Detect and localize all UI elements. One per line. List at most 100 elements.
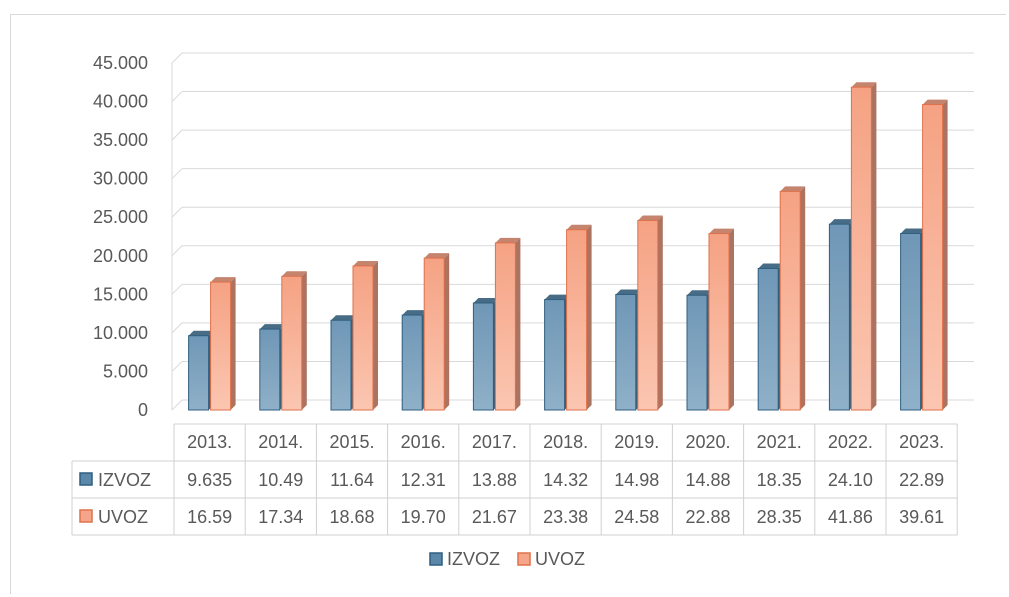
gridline-depth (171, 206, 183, 218)
bar-uvoz (494, 237, 521, 411)
table-series-label: UVOZ (98, 507, 148, 527)
data-table: 2013. 2014. 2015. 2016. 2017. 2018. 2019. 2020.… (71, 423, 958, 536)
bar-top (495, 237, 521, 243)
data-label: 28.35 (757, 507, 802, 527)
bar-front (259, 328, 281, 411)
bar-top (851, 82, 877, 88)
bar-top (780, 186, 806, 192)
x-tick-label: 2022. (828, 432, 873, 452)
y-tick-label: 45.000 (93, 53, 148, 73)
bar-side (515, 237, 521, 410)
gridline-depth (171, 361, 183, 372)
bar-front (828, 223, 850, 411)
data-label: 11.64 (330, 470, 374, 490)
bar-front (494, 242, 516, 411)
bar-top (829, 219, 855, 225)
y-tick-label: 10.000 (93, 323, 148, 343)
bar-izvoz (828, 219, 855, 411)
bar-izvoz (472, 297, 499, 411)
data-label: 9.635 (187, 470, 232, 490)
bar-front (210, 281, 232, 411)
bar-izvoz (401, 310, 428, 411)
gridline-depth (171, 52, 183, 64)
data-label: 18.68 (329, 507, 374, 527)
bar-top (900, 228, 926, 234)
legend: IZVOZ UVOZ (429, 549, 585, 569)
x-tick-label: 2019. (614, 432, 659, 452)
bar-uvoz (566, 224, 592, 411)
data-label: 24.58 (614, 507, 659, 527)
data-label: 21.67 (472, 507, 517, 527)
bar-side (444, 253, 450, 410)
bar-front (330, 319, 352, 411)
gridline-depth (171, 399, 183, 411)
bar-top (544, 294, 570, 300)
bar-top (615, 289, 641, 295)
bar-uvoz (210, 277, 236, 411)
x-tick-label: 2020. (685, 432, 730, 452)
bar-front (615, 293, 637, 411)
y-tick-label: 25.000 (93, 207, 148, 227)
bar-side (657, 215, 663, 410)
x-tick-label: 2014. (258, 432, 303, 452)
gridline-depth (171, 322, 183, 334)
gridline-depth (171, 168, 183, 180)
bar-uvoz (779, 186, 806, 411)
x-tick-label: 2021. (757, 432, 802, 452)
data-label: 18.35 (757, 470, 802, 490)
bar-front (900, 232, 922, 411)
bar-top (402, 310, 428, 316)
y-tick-label: 30.000 (93, 169, 148, 189)
bar-front (281, 275, 303, 411)
data-label: 22.89 (899, 470, 944, 490)
data-label: 14.98 (614, 470, 659, 490)
data-label: 39.61 (899, 507, 944, 527)
data-label: 23.38 (543, 507, 588, 527)
bar-uvoz (637, 215, 663, 411)
data-label: 17.34 (258, 507, 303, 527)
bar-top (424, 253, 450, 259)
gridline-depth (171, 129, 183, 141)
chart-frame (10, 14, 1006, 594)
bar-top (566, 224, 592, 230)
y-tick-label: 40.000 (93, 92, 148, 112)
table-legend-key (79, 509, 93, 523)
bar-side (230, 277, 236, 410)
bar-front (686, 294, 708, 411)
x-tick-label: 2018. (543, 432, 588, 452)
bar-izvoz (259, 324, 285, 411)
data-label: 13.88 (472, 470, 517, 490)
bar-side (301, 271, 307, 410)
data-label: 24.10 (828, 470, 873, 490)
y-tick-label: 0 (138, 400, 148, 420)
bar-front (423, 257, 445, 411)
bar-uvoz (281, 271, 307, 411)
bar-front (708, 233, 730, 411)
y-tick-label: 5.000 (103, 361, 148, 381)
bar-side (729, 228, 734, 410)
legend-label: UVOZ (535, 549, 585, 569)
bar-side (586, 224, 592, 410)
data-label: 22.88 (685, 507, 730, 527)
bar-izvoz (757, 263, 784, 411)
bar-top (259, 324, 285, 330)
bar-side (942, 99, 948, 410)
bar-izvoz (615, 289, 641, 411)
data-label: 14.88 (685, 470, 730, 490)
x-tick-label: 2016. (401, 432, 446, 452)
bar-top (709, 228, 734, 234)
bar-uvoz (423, 253, 450, 411)
bar-top (637, 215, 663, 221)
bar-front (188, 335, 210, 411)
bar-front (757, 268, 779, 411)
x-tick-label: 2015. (329, 432, 374, 452)
bar-uvoz (708, 228, 734, 411)
bar-front (352, 265, 374, 411)
table-series-label: IZVOZ (98, 470, 151, 490)
bar-front (637, 219, 659, 411)
x-tick-label: 2023. (899, 432, 944, 452)
bar-izvoz (330, 315, 356, 411)
bar-side (871, 82, 877, 410)
bar-uvoz (352, 260, 378, 411)
